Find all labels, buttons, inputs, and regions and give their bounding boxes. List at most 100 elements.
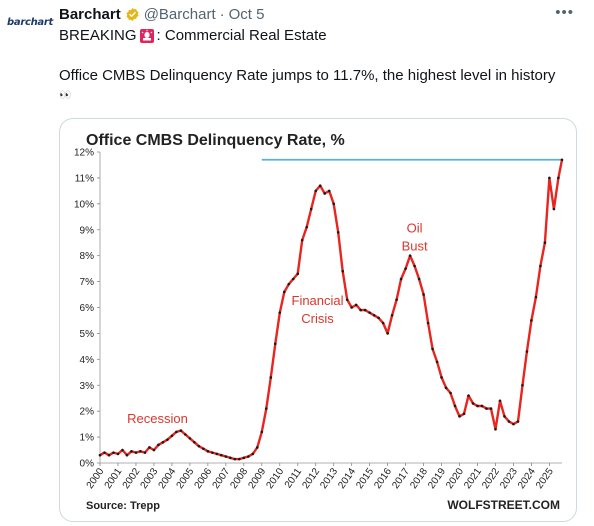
data-point [287, 282, 291, 286]
data-point [314, 189, 318, 193]
x-tick-label: 2000 [85, 466, 107, 491]
data-point [125, 453, 129, 457]
data-point [175, 430, 178, 434]
data-point [143, 451, 147, 454]
data-point [512, 422, 515, 426]
data-point [525, 350, 529, 353]
tweet-text-line-1: BREAKING : Commercial Real Estate [59, 27, 327, 44]
data-point [98, 453, 102, 457]
data-point [238, 457, 241, 461]
data-point [220, 453, 223, 457]
data-point [539, 264, 542, 268]
data-point [467, 394, 470, 397]
data-point [103, 451, 106, 454]
data-point [413, 264, 416, 268]
data-point [368, 311, 371, 314]
data-point [404, 267, 407, 270]
data-point [269, 376, 273, 379]
data-point [440, 376, 443, 379]
data-point [363, 308, 367, 312]
data-point [530, 319, 533, 322]
x-tick-label: 2023 [498, 466, 520, 491]
x-tick-label: 2004 [157, 466, 179, 491]
chart-image-card[interactable]: Office CMBS Delinquency Rate, % 0% 1% 2% 3% 4… [59, 118, 577, 522]
data-point [121, 448, 124, 452]
data-point [323, 192, 327, 195]
data-point [386, 332, 389, 335]
data-point [560, 158, 564, 162]
x-tick-label: 2020 [444, 466, 466, 491]
author-handle[interactable]: @Barchart [143, 5, 216, 23]
data-point [300, 238, 304, 242]
x-tick-label: 2001 [103, 466, 125, 491]
data-point [130, 450, 133, 453]
data-point [557, 176, 560, 180]
x-tick-label: 2013 [318, 466, 340, 491]
y-tick-label: 9% [80, 225, 95, 236]
tweet-timestamp[interactable]: Oct 5 [228, 5, 265, 23]
data-point [341, 269, 344, 273]
y-tick-label: 2% [80, 407, 95, 418]
avatar[interactable]: barchart [7, 10, 53, 34]
data-point [112, 451, 115, 454]
data-point [184, 433, 187, 436]
chart-title: Office CMBS Delinquency Rate, % [86, 132, 345, 149]
y-tick-label: 6% [80, 303, 95, 314]
data-point [309, 207, 313, 211]
data-point [381, 321, 385, 325]
x-tick-label: 2022 [480, 466, 502, 491]
chart-svg: Office CMBS Delinquency Rate, % 0% 1% 2% 3% 4… [74, 132, 564, 512]
data-point [471, 402, 475, 405]
breaking-label: BREAKING [59, 27, 137, 44]
data-point [485, 407, 488, 410]
data-point [193, 440, 196, 444]
x-tick-label: 2008 [228, 466, 250, 491]
data-point [116, 452, 120, 456]
data-point [453, 404, 457, 408]
y-tick-label: 12% [74, 148, 94, 159]
x-tick-label: 2018 [408, 466, 430, 491]
y-tick-label: 4% [80, 355, 95, 366]
data-point [377, 316, 380, 320]
data-point [422, 293, 425, 296]
avatar-logo-text: barchart [7, 16, 53, 28]
data-point [494, 428, 497, 431]
data-point [224, 455, 228, 458]
data-point [458, 415, 461, 418]
data-point [332, 202, 335, 206]
data-point [179, 429, 183, 432]
data-point [233, 457, 237, 461]
data-point [139, 450, 142, 453]
data-point [327, 189, 331, 193]
x-tick-label: 2012 [300, 466, 322, 491]
x-tick-label: 2021 [462, 466, 484, 491]
data-point [251, 452, 255, 456]
x-tick-label: 2011 [283, 466, 305, 490]
y-tick-label: 10% [74, 199, 94, 210]
data-point [273, 342, 277, 346]
data-point [548, 176, 551, 180]
siren-emoji-icon [139, 28, 154, 43]
data-point [215, 452, 219, 456]
data-point [435, 360, 439, 364]
data-point [417, 277, 421, 281]
y-tick-label: 1% [80, 433, 95, 444]
x-tick-label: 2006 [193, 466, 215, 491]
eyes-emoji-icon: 👀 [59, 90, 71, 101]
data-point [372, 313, 376, 317]
data-point [229, 456, 232, 460]
author-name[interactable]: Barchart [59, 5, 121, 23]
data-point [395, 298, 398, 302]
data-point [282, 290, 286, 294]
data-point [242, 456, 246, 460]
data-point [345, 298, 349, 302]
data-point [543, 241, 547, 245]
x-tick-label: 2015 [354, 466, 376, 491]
tweet-header: Barchart @Barchart · Oct 5 [59, 4, 264, 24]
data-point [134, 451, 138, 454]
y-tick-label: 7% [80, 277, 95, 288]
x-tick-label: 2019 [426, 466, 448, 491]
more-options-icon[interactable]: ••• [555, 4, 574, 21]
data-point [462, 412, 466, 416]
data-point [170, 434, 174, 438]
